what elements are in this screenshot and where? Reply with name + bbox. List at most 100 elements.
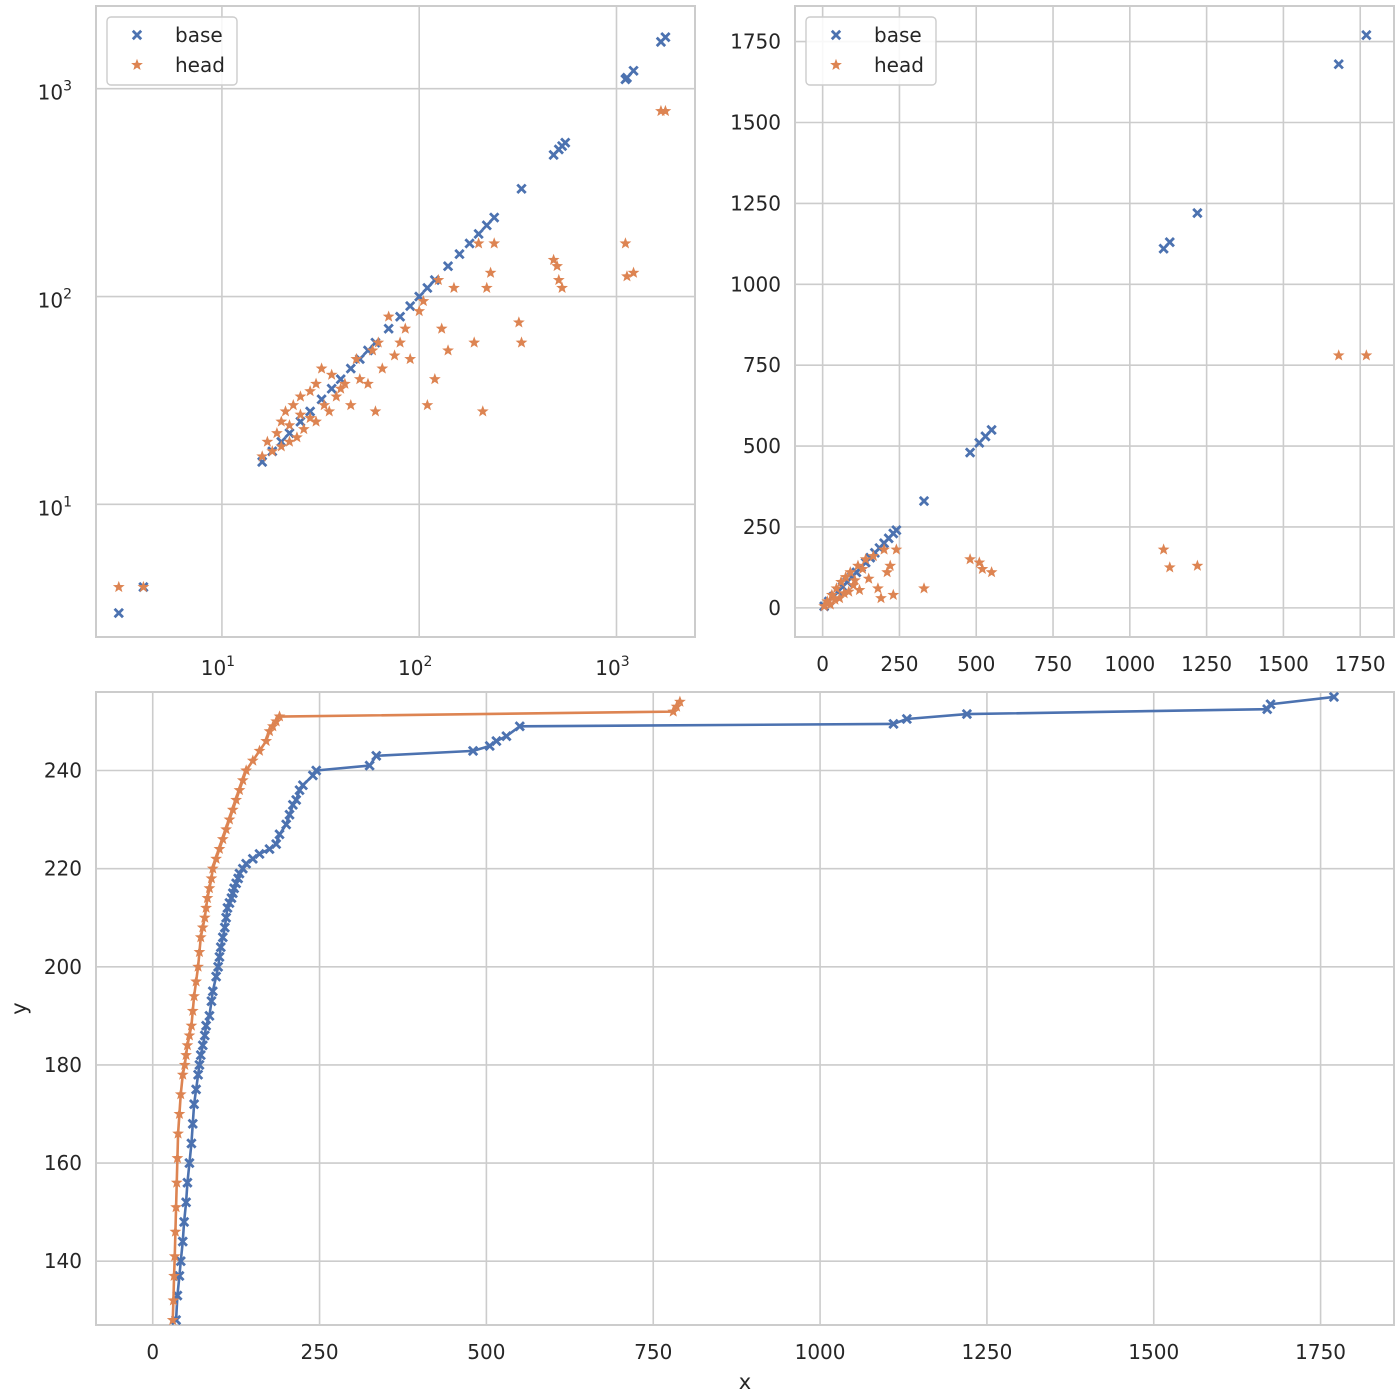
data-point-head	[230, 793, 243, 805]
data-point-base	[297, 780, 309, 791]
data-point-head	[964, 553, 976, 565]
log-panel: 101 102 103 101 102 103 base head	[38, 5, 696, 680]
data-point-base	[514, 721, 525, 732]
data-point-head	[294, 390, 307, 402]
data-point-head	[835, 575, 847, 588]
data-point-base	[964, 447, 976, 458]
data-point-head	[203, 882, 216, 894]
legend-label-head: head	[874, 53, 924, 77]
data-point-base	[986, 424, 997, 436]
linear-panel: 0 250 500 750 1000 1250 1500 1750 0 250 500 750 1000…	[730, 5, 1395, 676]
x-tick-label: 250	[300, 1340, 338, 1364]
data-point-head	[369, 405, 382, 417]
legend-marker-base	[830, 29, 842, 41]
data-point-base	[184, 1157, 195, 1169]
plot-frame	[794, 5, 1395, 638]
data-point-head	[421, 398, 434, 411]
data-point-head	[297, 422, 310, 435]
data-point-head	[875, 591, 887, 604]
data-point-base	[501, 730, 512, 742]
data-point-base	[304, 406, 316, 417]
data-point-base	[215, 941, 226, 953]
data-point-head	[233, 783, 246, 796]
data-point-head	[366, 344, 379, 356]
x-tick-label: 102	[398, 654, 432, 680]
data-point-head	[226, 803, 239, 815]
data-point-head	[476, 405, 489, 417]
data-point-head	[210, 852, 223, 864]
data-point-head	[220, 823, 233, 835]
data-point-base	[1361, 29, 1372, 41]
data-point-head	[442, 344, 454, 356]
data-point-base	[422, 282, 433, 294]
data-point-head	[185, 1019, 198, 1031]
data-point-head	[417, 294, 430, 307]
data-point-head	[468, 336, 481, 348]
data-point-base	[194, 1059, 205, 1071]
data-point-head	[172, 1127, 184, 1139]
data-point-head	[890, 543, 903, 555]
data-point-head	[976, 562, 989, 575]
data-point-head	[659, 104, 672, 117]
data-point-head	[1332, 349, 1345, 361]
x-tick-label: 500	[957, 652, 995, 676]
data-point-base	[214, 951, 225, 963]
data-point-head	[178, 1058, 191, 1070]
data-point-base	[195, 1049, 206, 1061]
x-tick-label: 1750	[1295, 1340, 1346, 1364]
data-point-head	[137, 580, 150, 593]
data-point-head	[200, 901, 213, 913]
data-layer	[818, 29, 1373, 612]
data-point-base	[364, 760, 375, 771]
data-point-base	[560, 137, 571, 148]
data-point-base	[918, 495, 930, 507]
data-point-head	[166, 1313, 179, 1325]
data-point-head	[198, 911, 211, 923]
data-point-head	[223, 813, 236, 825]
data-point-base	[516, 183, 527, 194]
data-point-base	[212, 961, 224, 972]
data-point-head	[842, 585, 855, 597]
data-point-head	[985, 566, 998, 578]
data-point-base	[199, 1030, 210, 1041]
data-point-head	[918, 582, 930, 594]
legend-marker-base	[131, 29, 143, 41]
data-point-head	[428, 373, 441, 385]
data-point-base	[491, 735, 502, 747]
data-point-head	[844, 566, 857, 578]
y-tick-label: 500	[743, 434, 781, 458]
data-point-head	[1360, 349, 1373, 361]
data-point-base	[901, 713, 913, 725]
data-point-base	[464, 238, 475, 249]
data-point-base	[383, 323, 394, 334]
data-point-head	[404, 352, 417, 365]
data-point-base	[274, 829, 285, 840]
data-point-head	[552, 273, 565, 286]
data-point-base	[345, 363, 356, 374]
data-point-head	[291, 431, 303, 443]
data-point-head	[1163, 561, 1176, 573]
legend-label-head: head	[175, 53, 225, 77]
y-tick-label: 240	[44, 759, 82, 783]
data-point-base	[1164, 237, 1175, 248]
y-tick-label: 160	[44, 1151, 82, 1175]
data-point-head	[825, 588, 838, 600]
data-point-head	[344, 398, 357, 411]
data-point-head	[193, 945, 206, 958]
data-point-head	[275, 440, 288, 452]
data-point-head	[655, 104, 667, 117]
data-point-base	[220, 912, 232, 923]
data-point-head	[973, 556, 986, 568]
data-point-head	[304, 385, 317, 397]
x-tick-label: 1500	[1128, 1340, 1179, 1364]
x-tick-label: 1250	[1181, 652, 1232, 676]
cumulative-panel: 0 250 500 750 1000 1250 1500 1750 140 160 180 200 22…	[7, 691, 1395, 1394]
legend-marker-head	[830, 58, 842, 71]
data-point-head	[551, 259, 563, 272]
y-tick-label: 1750	[730, 30, 781, 54]
data-point-head	[480, 281, 493, 293]
data-point-head	[330, 390, 343, 402]
data-point-head	[310, 415, 322, 427]
y-tick-label: 220	[44, 857, 82, 881]
data-point-base	[371, 750, 382, 761]
